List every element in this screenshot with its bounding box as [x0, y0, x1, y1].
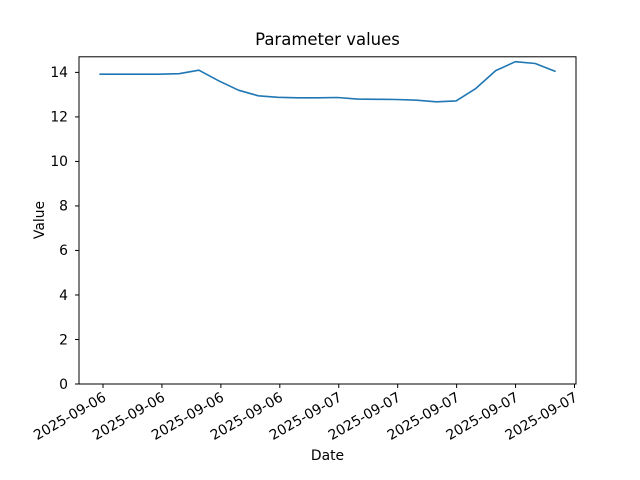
y-tick-label: 14	[50, 65, 68, 81]
y-tick-label: 10	[50, 154, 68, 170]
y-tick-label: 6	[59, 243, 68, 259]
y-tick-label: 8	[59, 199, 68, 215]
series-line	[99, 60, 556, 103]
plot-area: 024681012142025-09-062025-09-062025-09-0…	[31, 56, 581, 444]
y-tick-label: 0	[59, 377, 68, 393]
chart-title: Parameter values	[255, 30, 400, 49]
y-tick-label: 4	[59, 288, 68, 304]
y-tick-label: 2	[59, 332, 68, 348]
x-axis-label: Date	[311, 448, 344, 464]
y-tick-label: 12	[50, 110, 68, 126]
y-axis-label: Value	[32, 201, 48, 239]
plot-border	[78, 56, 577, 385]
